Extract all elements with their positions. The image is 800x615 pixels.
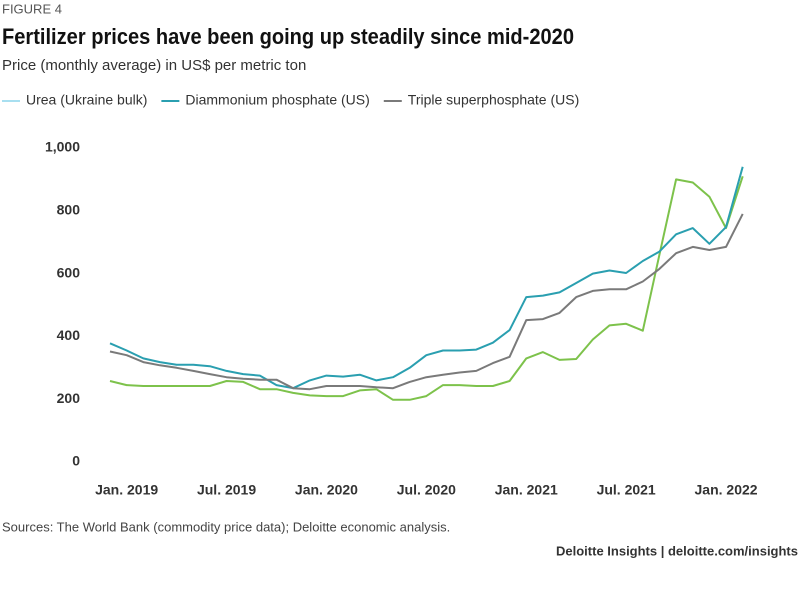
series-line xyxy=(109,175,744,401)
x-tick-label: Jul. 2021 xyxy=(597,482,656,498)
x-tick-label: Jul. 2019 xyxy=(197,482,256,498)
x-tick-label: Jan. 2022 xyxy=(695,482,758,498)
legend-label: Urea (Ukraine bulk) xyxy=(26,92,147,108)
y-tick-label: 1,000 xyxy=(45,139,80,155)
x-tick-label: Jul. 2020 xyxy=(397,482,456,498)
chart-title: Fertilizer prices have been going up ste… xyxy=(2,24,574,49)
figure-label: FIGURE 4 xyxy=(2,1,62,16)
footer: Deloitte Insights | deloitte.com/insight… xyxy=(556,543,798,558)
source-note: Sources: The World Bank (commodity price… xyxy=(2,519,450,534)
chart-subtitle: Price (monthly average) in US$ per metri… xyxy=(2,57,306,74)
legend-label: Triple superphosphate (US) xyxy=(408,92,579,108)
y-tick-label: 0 xyxy=(72,453,80,469)
series-line xyxy=(109,213,744,391)
y-tick-label: 800 xyxy=(57,202,81,218)
x-tick-label: Jan. 2019 xyxy=(95,482,158,498)
series-line xyxy=(109,166,744,390)
y-tick-label: 400 xyxy=(57,327,81,343)
x-tick-label: Jan. 2020 xyxy=(295,482,358,498)
x-tick-label: Jan. 2021 xyxy=(495,482,558,498)
y-tick-label: 200 xyxy=(57,390,81,406)
legend: Urea (Ukraine bulk) Diammonium phosphate … xyxy=(2,92,579,108)
y-tick-label: 600 xyxy=(57,264,81,280)
legend-label: Diammonium phosphate (US) xyxy=(185,92,369,108)
